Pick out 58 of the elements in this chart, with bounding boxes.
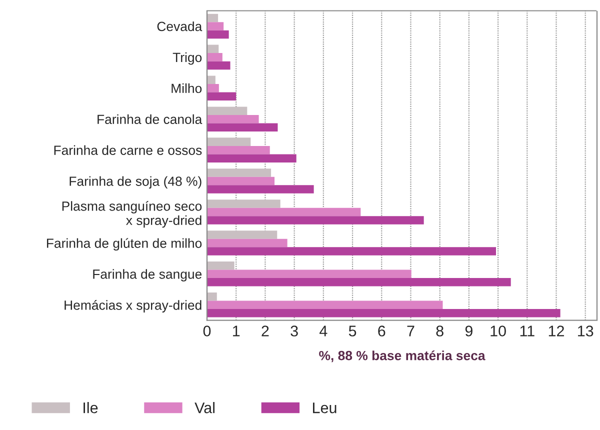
y-tick-label: Cevada bbox=[157, 21, 202, 32]
bar bbox=[207, 106, 248, 115]
bar bbox=[207, 216, 424, 224]
bar bbox=[207, 168, 272, 177]
bar bbox=[207, 84, 219, 92]
y-tick-label: Trigo bbox=[172, 52, 202, 65]
bar bbox=[207, 30, 229, 39]
bar bbox=[207, 123, 278, 132]
y-tick-label: Farinha de sangue bbox=[93, 269, 202, 282]
bar bbox=[207, 53, 222, 62]
x-tick-label: 10 bbox=[490, 326, 506, 336]
x-tick-label: 3 bbox=[290, 326, 298, 336]
x-tick-label: 2 bbox=[262, 326, 269, 336]
legend-label: Leu bbox=[313, 402, 336, 414]
bar bbox=[207, 138, 251, 146]
x-tick-label: 6 bbox=[378, 326, 386, 336]
y-tick-label: Milho bbox=[172, 83, 202, 94]
x-tick-label: 9 bbox=[465, 326, 472, 336]
bar bbox=[207, 114, 259, 124]
x-tick-label: 5 bbox=[348, 326, 356, 336]
bar bbox=[207, 208, 361, 216]
bar bbox=[207, 309, 560, 318]
x-tick-label: 12 bbox=[548, 326, 564, 336]
bar bbox=[207, 300, 443, 309]
bar bbox=[207, 154, 296, 162]
y-tick-label: Farinha de canola bbox=[98, 114, 202, 124]
y-tick-label: Hemácias x spray-dried bbox=[64, 300, 202, 312]
bar bbox=[207, 92, 236, 101]
bar bbox=[207, 22, 224, 30]
y-tick-label: Farinha de soja (48 %) bbox=[70, 176, 202, 189]
bar bbox=[207, 270, 412, 278]
legend-label: Ile bbox=[84, 402, 98, 414]
x-axis-title: %, 88 % base matéria seca bbox=[319, 350, 486, 362]
bar bbox=[207, 278, 511, 286]
x-tick-label: 4 bbox=[320, 326, 328, 336]
bar bbox=[207, 176, 275, 186]
bar bbox=[207, 262, 234, 270]
x-tick-label: 0 bbox=[203, 326, 211, 336]
x-tick-label: 11 bbox=[520, 326, 534, 336]
bar bbox=[207, 61, 230, 70]
bar bbox=[207, 185, 314, 194]
bar bbox=[207, 238, 288, 248]
bar bbox=[207, 146, 270, 154]
bar bbox=[207, 44, 219, 54]
bar bbox=[207, 230, 278, 239]
bar bbox=[207, 14, 218, 22]
bar bbox=[207, 76, 216, 84]
bar bbox=[207, 247, 496, 256]
x-tick-label: 1 bbox=[233, 326, 240, 336]
x-tick-label: 8 bbox=[436, 326, 444, 336]
y-tick-label: Farinha de glúten de milho bbox=[47, 238, 202, 251]
x-tick-label: 7 bbox=[407, 326, 414, 336]
y-tick-label: Plasma sanguíneo seco x spray-dried bbox=[62, 200, 202, 228]
bar bbox=[207, 292, 217, 301]
x-tick-label: 13 bbox=[578, 326, 594, 336]
bar bbox=[207, 200, 280, 208]
y-tick-label: Farinha de carne e ossos bbox=[54, 145, 202, 155]
legend-label: Val bbox=[194, 402, 214, 414]
